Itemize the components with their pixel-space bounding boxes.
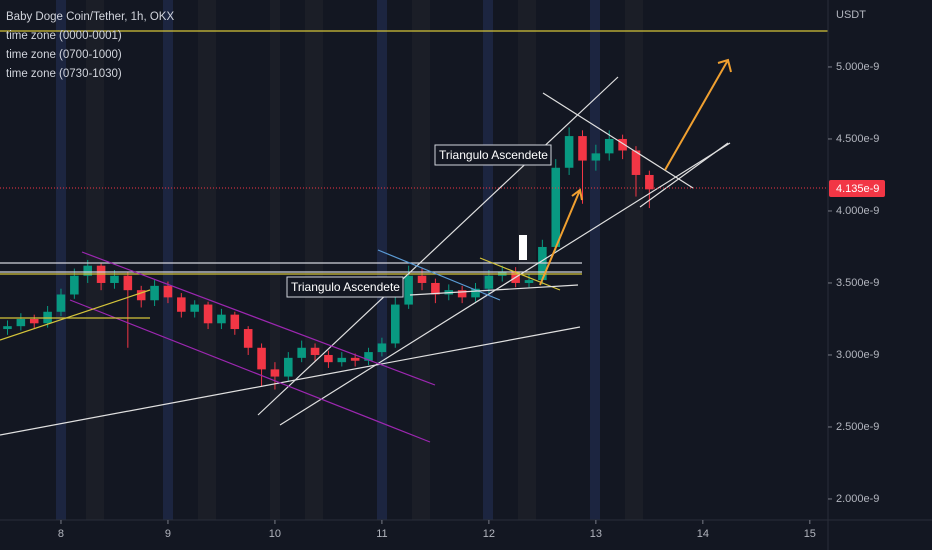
candle-body <box>257 347 266 370</box>
candle-body <box>190 304 199 312</box>
indicator: time zone (0700-1000) <box>6 49 122 61</box>
currency: USDT <box>836 9 866 21</box>
candle-body <box>297 347 306 358</box>
candle-body <box>56 294 66 312</box>
title: Baby Doge Coin/Tether, 1h, OKX <box>6 11 174 23</box>
x-tick-label: 13 <box>590 528 602 540</box>
candle-body <box>324 354 333 363</box>
last-price-label: 4.135e-9 <box>836 183 879 195</box>
candle-body <box>591 153 601 161</box>
y-tick-label: 2.500e-9 <box>836 421 879 433</box>
x-tick-label: 12 <box>483 528 495 540</box>
candle-body <box>337 357 347 363</box>
price-axis <box>828 0 932 550</box>
drawings <box>0 30 828 443</box>
time-axis <box>0 520 932 550</box>
candle-body <box>457 290 467 298</box>
y-tick-label: 4.000e-9 <box>836 205 879 217</box>
x-tick-label: 10 <box>269 528 281 540</box>
candle-body <box>551 167 561 247</box>
candle-body <box>350 357 360 361</box>
candle-body <box>70 275 79 295</box>
x-tick-label: 14 <box>697 528 709 540</box>
candle-body <box>217 314 226 324</box>
candle-body <box>431 282 440 295</box>
last-price-tag <box>829 180 885 197</box>
candle-body <box>3 326 12 330</box>
candle-body <box>83 265 92 276</box>
candle-body <box>177 297 186 312</box>
y-tick-label: 3.500e-9 <box>836 277 879 289</box>
session-bands <box>56 0 643 520</box>
candle-body <box>578 136 587 161</box>
candle-body <box>150 285 159 301</box>
candle-body <box>29 318 39 324</box>
candle-body <box>310 347 320 355</box>
candle-body <box>123 275 133 291</box>
candle-body <box>284 357 293 377</box>
candle-body <box>163 285 173 298</box>
candle-body <box>564 136 574 168</box>
y-tick-label: 2.000e-9 <box>836 493 879 505</box>
y-tick-label: 5.000e-9 <box>836 61 879 73</box>
annotation-box <box>286 276 404 298</box>
candle-body <box>604 138 614 154</box>
candle-body <box>377 343 387 353</box>
x-tick-label: 9 <box>165 528 171 540</box>
candle-body <box>16 318 26 327</box>
y-tick-label: 3.000e-9 <box>836 349 879 361</box>
x-tick-label: 15 <box>804 528 816 540</box>
annotation: Triangulo Ascendete <box>291 280 400 294</box>
y-tick-label: 4.500e-9 <box>836 133 879 145</box>
candle-body <box>645 174 654 190</box>
candle-body <box>243 329 253 348</box>
indicator: time zone (0000-0001) <box>6 30 122 42</box>
candle-body <box>203 304 213 324</box>
candle-body <box>391 304 400 344</box>
candle-body <box>417 275 427 283</box>
candle-body <box>471 288 480 298</box>
x-tick-label: 8 <box>58 528 64 540</box>
candle-body <box>136 290 146 301</box>
candle-body <box>631 150 641 175</box>
annotation-box <box>434 144 552 166</box>
candle-body <box>524 280 534 283</box>
indicator: time zone (0730-1030) <box>6 68 122 80</box>
annotation: Triangulo Ascendete <box>439 148 548 162</box>
candle-body <box>484 275 494 289</box>
candle-body <box>364 352 373 361</box>
legend: Baby Doge Coin/Tether, 1h, OKX time zone… <box>6 11 174 80</box>
candle-body <box>270 369 280 377</box>
candle-body <box>110 275 119 283</box>
candle-body <box>230 314 240 330</box>
x-tick-label: 11 <box>376 528 387 540</box>
candle-body <box>618 138 627 151</box>
candle-body <box>404 275 413 305</box>
